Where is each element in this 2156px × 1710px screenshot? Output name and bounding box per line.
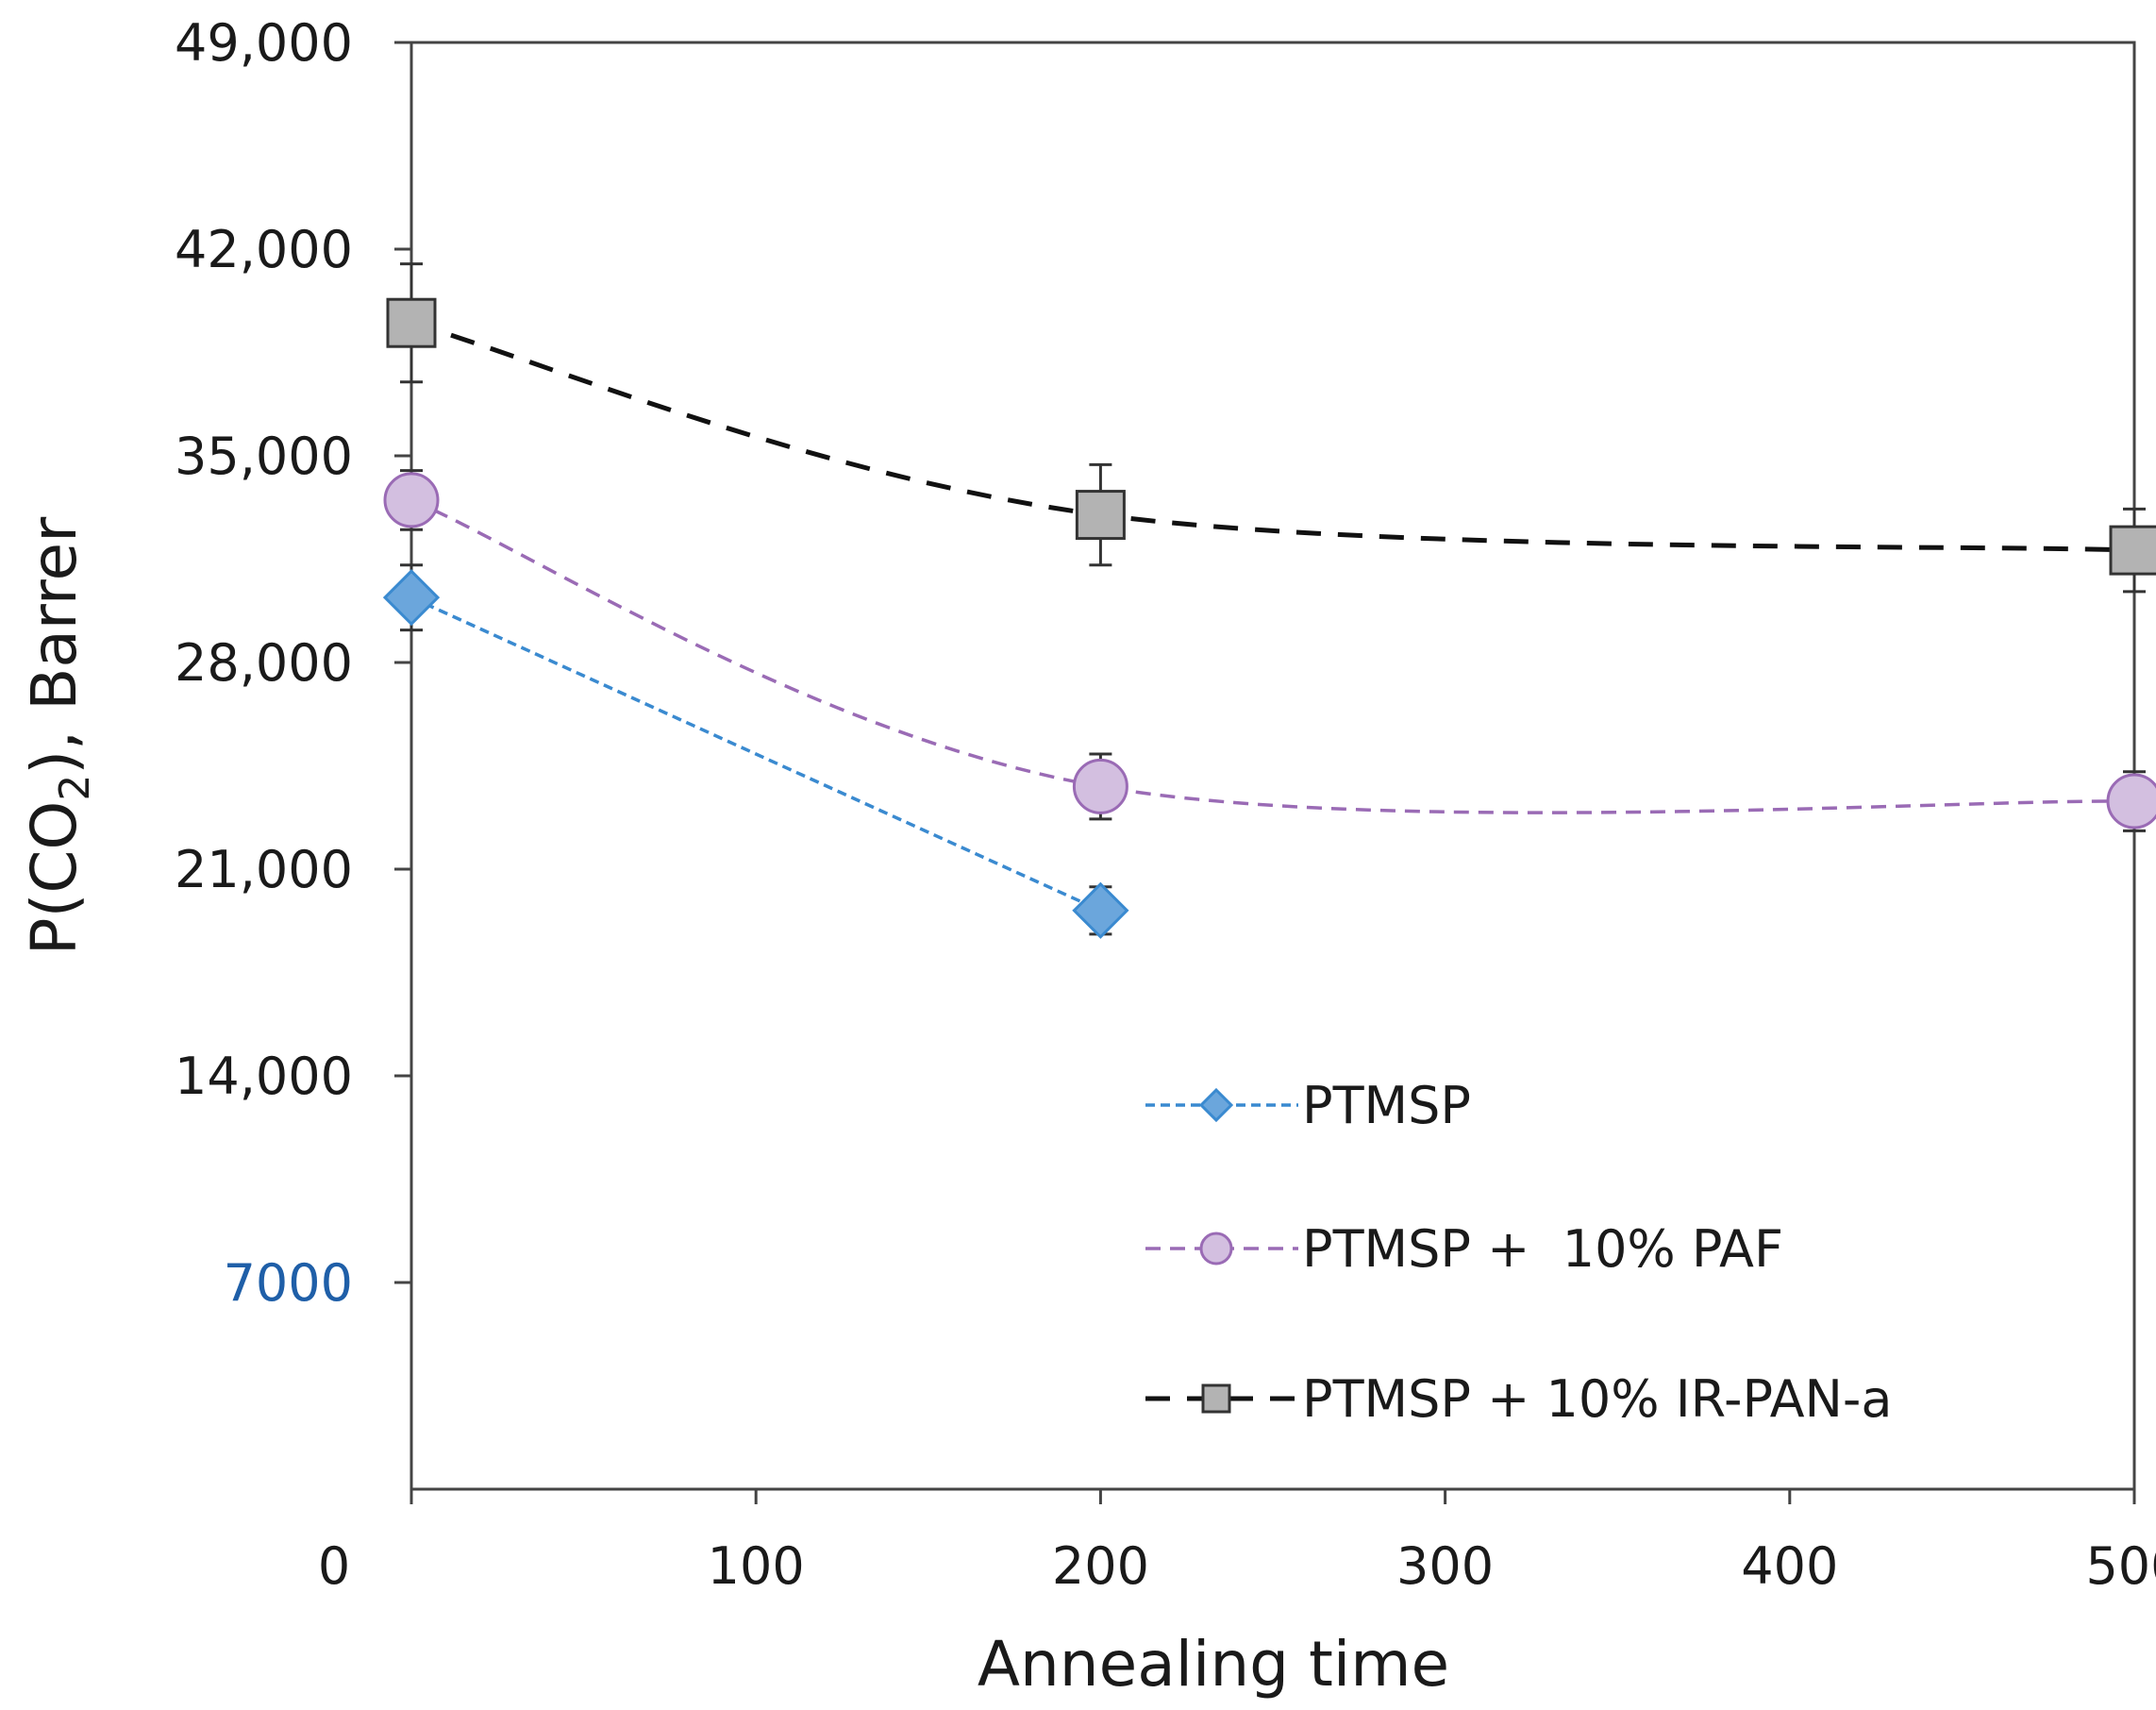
legend-item-0: PTMSP [1145,1076,1471,1135]
x-tick-label: 500 [2085,1536,2156,1596]
data-point [1072,758,1128,814]
data-point [386,297,437,348]
y-tick-label: 42,000 [175,220,353,279]
plot-area: 7000 14,000 21,000 28,000 35,000 42,000 49,000… [175,13,2156,1596]
data-point [1072,881,1129,939]
plot-frame [409,41,2136,1491]
series-line [410,595,1102,913]
axis-labels: Annealing time P(CO2), Barrer [18,516,1449,1701]
legend-item-1: PTMSP + 10% PAF [1145,1219,1783,1279]
x-tick-label: 200 [1052,1536,1149,1596]
legend: PTMSP PTMSP + 10% PAF PTMSP + 10% IR-PAN-a [1145,1076,1893,1429]
y-tick-label: 35,000 [175,427,353,486]
series-2 [386,262,2156,594]
y-tick-label: 14,000 [175,1047,353,1106]
x-tick-label: 400 [1741,1536,1838,1596]
legend-marker [1201,1383,1231,1414]
legend-marker [1199,1232,1233,1266]
legend-label: PTMSP + 10% IR-PAN-a [1302,1369,1893,1429]
x-tick-label: 0 [318,1536,350,1596]
series-1 [383,469,2156,832]
y-tick-label: 7000 [224,1253,353,1313]
y-axis-title-main: P(CO [18,801,91,956]
data-point [383,472,440,528]
y-tick-label: 21,000 [175,840,353,899]
legend-label: PTMSP [1302,1076,1471,1135]
y-tick-label: 28,000 [175,633,353,693]
legend-item-2: PTMSP + 10% IR-PAN-a [1145,1369,1893,1429]
series-line [410,320,2135,553]
y-tick-label: 49,000 [175,13,353,73]
x-tick-label: 100 [708,1536,805,1596]
series-line [410,498,2135,814]
legend-label: PTMSP + 10% PAF [1302,1219,1783,1279]
legend-marker [1198,1087,1234,1123]
series-layer [382,262,2156,939]
data-point [2109,525,2156,576]
y-axis-title-tail: ), Barrer [18,516,91,775]
data-point [1075,490,1126,541]
y-axis-title-subscript: 2 [51,775,99,801]
data-point [2106,773,2156,830]
x-axis-title: Annealing time [978,1628,1449,1701]
x-tick-label: 300 [1396,1536,1494,1596]
y-axis-title: P(CO2), Barrer [18,516,99,955]
series-0 [382,563,1129,939]
data-point [382,569,441,627]
